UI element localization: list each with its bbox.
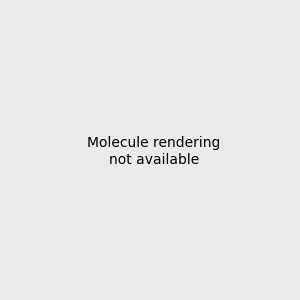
Text: Molecule rendering
not available: Molecule rendering not available <box>87 136 220 166</box>
